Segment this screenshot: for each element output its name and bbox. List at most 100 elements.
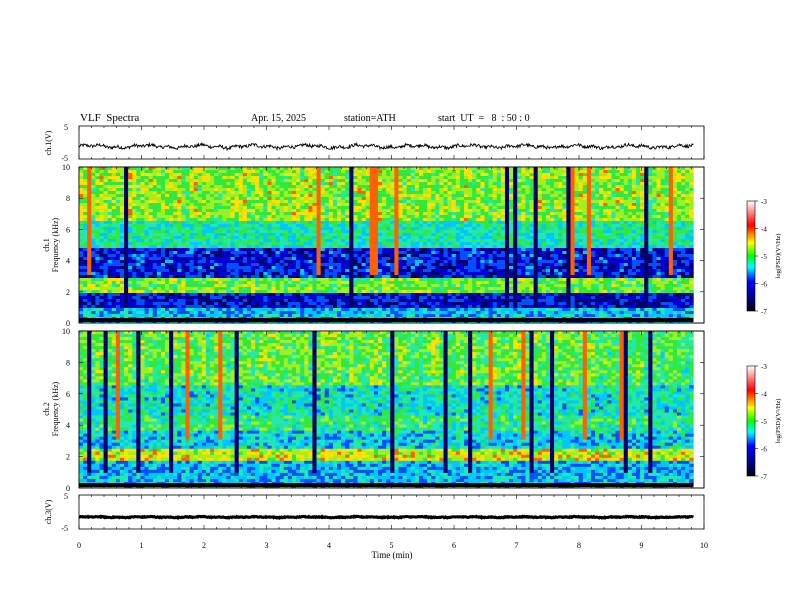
spectrogram-cell bbox=[181, 302, 186, 306]
spectrogram-cell bbox=[427, 263, 432, 267]
spectrogram-cell bbox=[197, 170, 203, 174]
spectrogram-cell bbox=[443, 236, 448, 240]
spectrogram-cell bbox=[148, 167, 154, 171]
spectrogram-cell bbox=[455, 182, 461, 186]
spectrogram-cell bbox=[349, 206, 354, 210]
spectrogram-cell bbox=[152, 260, 158, 264]
spectrogram-cell bbox=[242, 308, 248, 312]
spectrogram-cell bbox=[312, 281, 317, 285]
spectrogram-cell bbox=[410, 251, 416, 255]
spectrogram-cell bbox=[242, 188, 248, 192]
spectrogram-cell bbox=[349, 287, 354, 291]
spectrogram-cell bbox=[439, 209, 444, 213]
spectrogram-cell bbox=[353, 287, 358, 291]
spectrogram-cell bbox=[423, 251, 428, 255]
spectrogram-cell bbox=[99, 239, 104, 243]
spectrogram-cell bbox=[328, 215, 334, 219]
spectrogram-cell bbox=[222, 212, 227, 216]
spectrogram-cell bbox=[320, 290, 326, 294]
spectrogram-cell bbox=[414, 215, 420, 219]
spectrogram-cell bbox=[79, 185, 84, 189]
spectrogram-cell bbox=[357, 314, 362, 318]
spectrogram-cell bbox=[222, 179, 227, 183]
spectrogram-cell bbox=[263, 254, 268, 258]
spectrogram-cell bbox=[95, 200, 100, 204]
spectrogram-cell bbox=[324, 308, 330, 312]
spectrogram-cell bbox=[87, 209, 92, 213]
spectrogram-cell bbox=[165, 263, 170, 267]
spectrogram-cell bbox=[271, 314, 276, 318]
spectrogram-cell bbox=[283, 290, 289, 294]
spectrogram-cell bbox=[189, 281, 194, 285]
spectrogram-cell bbox=[328, 266, 334, 270]
spectrogram-cell bbox=[357, 299, 362, 303]
spectrogram-cell bbox=[197, 173, 203, 177]
spectrogram-cell bbox=[394, 203, 399, 207]
spectrogram-cell bbox=[316, 218, 321, 222]
spectrogram-cell bbox=[115, 290, 121, 294]
spectrogram-cell bbox=[148, 215, 154, 219]
spectrogram-cell bbox=[451, 209, 457, 213]
spectrogram-cell bbox=[435, 311, 440, 315]
spectrogram-cell bbox=[87, 311, 92, 315]
spectrogram-cell bbox=[418, 194, 424, 198]
spectrogram-cell bbox=[205, 278, 211, 282]
spectrogram-cell bbox=[173, 203, 178, 207]
spectrogram-cell bbox=[279, 206, 285, 210]
spectrogram-cell bbox=[373, 263, 379, 267]
spectrogram-cell bbox=[267, 212, 272, 216]
spectrogram-cell bbox=[83, 224, 88, 228]
spectrogram-cell bbox=[337, 200, 342, 204]
spectrogram-cell bbox=[291, 257, 297, 261]
spectrogram-cell bbox=[197, 299, 203, 303]
spectrogram-cell bbox=[136, 224, 141, 228]
spectrogram-cell bbox=[87, 230, 92, 234]
spectrogram-cell bbox=[136, 299, 141, 303]
spectrogram-cell bbox=[398, 269, 403, 273]
spectrogram-cell bbox=[107, 182, 113, 186]
spectrogram-cell bbox=[398, 257, 403, 261]
spectrogram-cell bbox=[418, 200, 424, 204]
spectrogram-cell bbox=[189, 206, 194, 210]
spectrogram-cell bbox=[152, 179, 158, 183]
spectrogram-cell bbox=[459, 281, 465, 285]
spectrogram-cell bbox=[275, 275, 280, 279]
spectrogram-cell bbox=[373, 299, 379, 303]
spectrogram-cell bbox=[222, 236, 227, 240]
spectrogram-cell bbox=[79, 179, 84, 183]
spectrogram-cell bbox=[341, 272, 346, 276]
spectrogram-cell bbox=[373, 293, 379, 297]
spectrogram-cell bbox=[300, 251, 305, 255]
spectrogram-cell bbox=[107, 239, 113, 243]
spectrogram-cell bbox=[349, 188, 354, 192]
spectrogram-cell bbox=[435, 305, 440, 309]
spectrogram-cell bbox=[226, 218, 231, 222]
spectrogram-cell bbox=[95, 185, 100, 189]
spectrogram-cell bbox=[181, 167, 186, 171]
spectrogram-cell bbox=[259, 167, 264, 171]
spectrogram-cell bbox=[103, 227, 108, 231]
spectrogram-cell bbox=[308, 170, 313, 174]
spectrogram-cell bbox=[386, 233, 391, 237]
spectrogram-cell bbox=[332, 308, 338, 312]
spectrogram-cell bbox=[152, 287, 158, 291]
spectrogram-cell bbox=[435, 272, 440, 276]
spectrogram-cell bbox=[353, 260, 358, 264]
spectrogram-cell bbox=[279, 290, 285, 294]
spectrogram-cell bbox=[128, 293, 133, 297]
spectrogram-cell bbox=[83, 299, 88, 303]
spectrogram-cell bbox=[361, 242, 367, 246]
spectrogram-cell bbox=[148, 242, 154, 246]
spectrogram-cell bbox=[308, 278, 313, 282]
spectrogram-cell bbox=[423, 221, 428, 225]
spectrogram-cell bbox=[91, 284, 96, 288]
spectrogram-cell bbox=[296, 182, 301, 186]
spectrogram-cell bbox=[230, 266, 235, 270]
spectrogram-cell bbox=[378, 290, 383, 294]
spectrogram-cell bbox=[443, 215, 448, 219]
spectrogram-cell bbox=[398, 311, 403, 315]
spectrogram-cell bbox=[443, 173, 448, 177]
spectrogram-cell bbox=[365, 305, 371, 309]
spectrogram-cell bbox=[234, 212, 240, 216]
spectrogram-cell bbox=[345, 284, 350, 288]
